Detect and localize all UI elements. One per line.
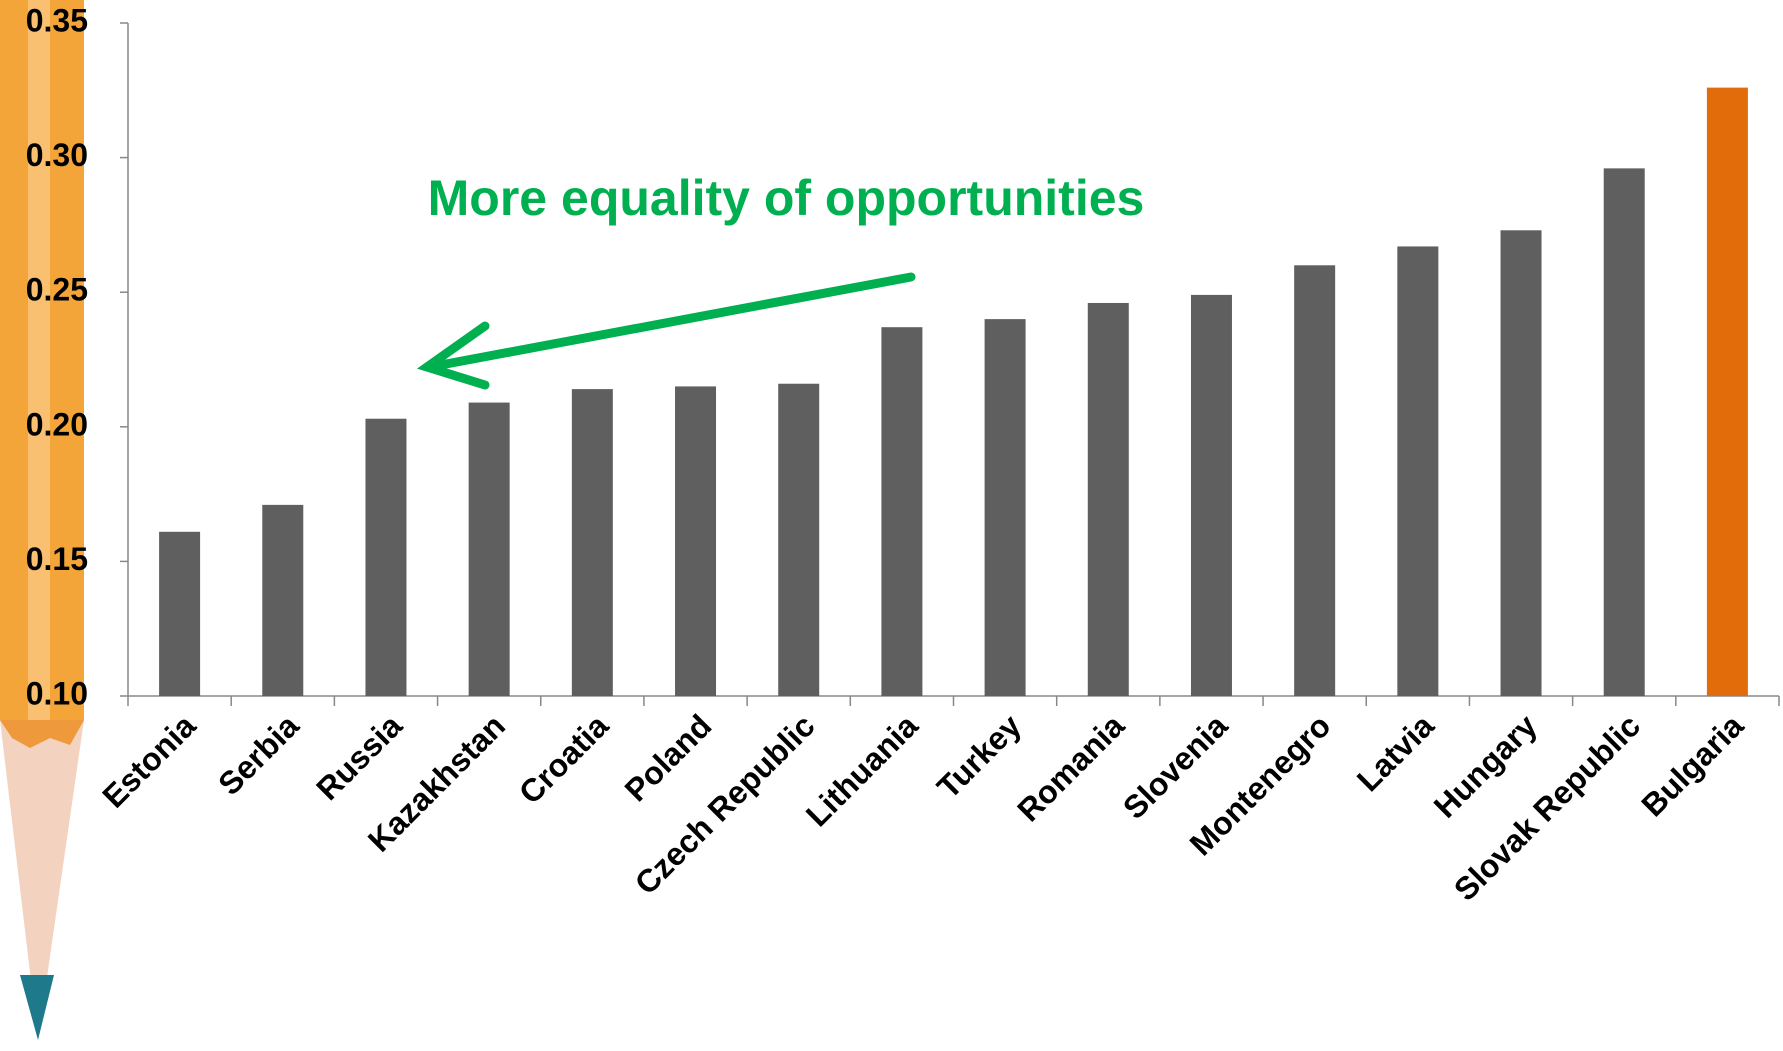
x-tick-label: Russia <box>309 707 409 807</box>
x-tick-label: Czech Republic <box>628 707 822 901</box>
bar <box>1294 265 1335 696</box>
y-tick-label: 0.30 <box>26 137 88 173</box>
bar <box>778 384 819 696</box>
bar <box>881 327 922 696</box>
bar <box>469 403 510 696</box>
x-tick-label: Slovak Republic <box>1447 707 1647 907</box>
y-tick-label: 0.25 <box>26 272 88 308</box>
bar <box>572 389 613 696</box>
y-tick-label: 0.20 <box>26 406 88 442</box>
x-tick-label: Estonia <box>95 707 202 814</box>
bar <box>1604 168 1645 696</box>
bar <box>1088 303 1129 696</box>
annotation-arrow <box>427 277 911 385</box>
x-tick-label: Turkey <box>930 707 1028 805</box>
bar <box>159 532 200 696</box>
bar <box>675 386 716 696</box>
y-tick-label: 0.10 <box>26 675 88 711</box>
x-tick-label: Bulgaria <box>1634 707 1750 823</box>
x-tick-label: Romania <box>1010 707 1131 828</box>
x-tick-label: Latvia <box>1350 707 1441 798</box>
bar <box>365 419 406 696</box>
bar <box>262 505 303 696</box>
y-tick-label: 0.35 <box>26 2 88 38</box>
x-tick-label: Serbia <box>211 707 306 802</box>
x-tick-label: Lithuania <box>799 707 925 833</box>
bar <box>1397 246 1438 696</box>
bar <box>1501 230 1542 696</box>
bar <box>985 319 1026 696</box>
x-tick-label: Poland <box>618 707 719 808</box>
bar <box>1191 295 1232 696</box>
x-tick-label: Croatia <box>512 707 616 811</box>
bar <box>1707 88 1748 696</box>
annotation: More equality of opportunities <box>428 170 1145 226</box>
y-tick-label: 0.15 <box>26 541 88 577</box>
chart: More equality of opportunities 0.10 0.15 0… <box>0 0 1783 1051</box>
